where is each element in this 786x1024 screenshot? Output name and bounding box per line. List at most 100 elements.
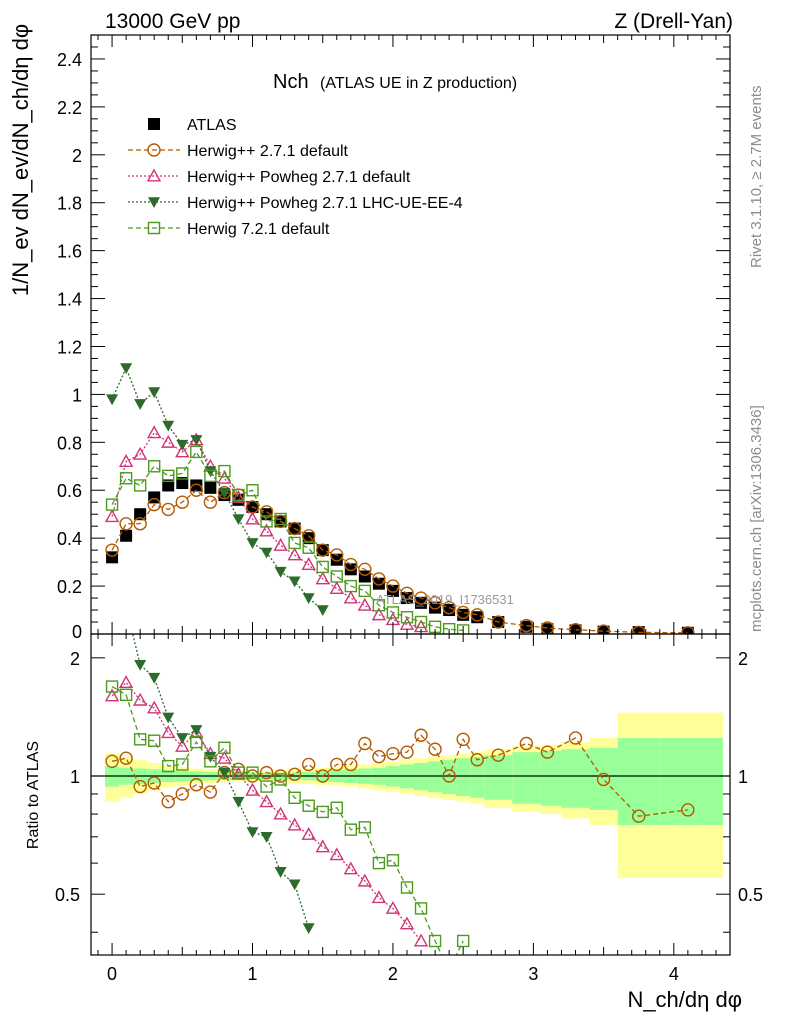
band-stat (617, 737, 660, 826)
data-point (386, 579, 400, 593)
ratio-point (330, 757, 344, 772)
series-line (111, 450, 464, 632)
ratio-point (288, 791, 301, 805)
data-point (274, 566, 287, 578)
data-point (344, 563, 357, 576)
ratio-y-tick-label-right: 2 (738, 649, 748, 669)
data-point (232, 488, 245, 502)
data-point (148, 491, 161, 504)
band-stat (484, 755, 513, 800)
ratio-point (302, 923, 315, 935)
data-point (204, 469, 217, 483)
data-point (358, 570, 371, 583)
legend-entry: Herwig++ 2.7.1 default (128, 143, 349, 160)
ratio-point (273, 806, 288, 820)
ratio-point (301, 826, 316, 840)
ratio-point (176, 733, 189, 744)
data-point (106, 551, 119, 564)
data-point (415, 596, 428, 609)
data-point (400, 611, 414, 624)
x-tick-label: 2 (388, 964, 398, 984)
legend-label: Herwig 7.2.1 default (187, 221, 330, 238)
data-point (162, 479, 175, 492)
ratio-point (386, 746, 400, 761)
ratio-point (162, 712, 175, 724)
ratio-point (428, 934, 442, 948)
ratio-point (176, 758, 189, 771)
series-1 (105, 483, 695, 634)
x-tick-label: 4 (669, 964, 679, 984)
data-point (259, 505, 274, 519)
data-point (288, 576, 301, 588)
ratio-point (119, 751, 133, 765)
legend-label: Herwig++ Powheg 2.7.1 LHC-UE-EE-4 (187, 195, 463, 212)
ratio-point (519, 736, 534, 751)
y-tick-label: 2.4 (57, 50, 82, 70)
data-point (442, 600, 456, 615)
ratio-series-line (111, 734, 688, 817)
data-point (329, 581, 344, 594)
data-point (520, 620, 533, 633)
data-point (105, 498, 119, 511)
ratio-point (204, 755, 217, 768)
data-point (357, 597, 373, 611)
legend: ATLAS Herwig++ 2.7.1 default Herwig++ Powh… (128, 117, 463, 238)
series-line (111, 431, 422, 628)
ratio-point (344, 823, 358, 836)
ratio-frame (90, 633, 731, 956)
ratio-point (287, 767, 302, 782)
ratio-point (358, 821, 372, 834)
data-point (302, 593, 315, 605)
ratio-point (456, 934, 470, 948)
data-point (204, 466, 217, 478)
band-stat (470, 756, 485, 798)
ratio-series-line (132, 634, 310, 929)
ratio-axes: 0 1 2 3 4 0.5 0.5 1 1 2 2 (55, 633, 763, 984)
legend-marker (148, 118, 160, 130)
ratio-point (147, 734, 161, 747)
data-point (246, 538, 259, 549)
ratio-point (329, 847, 344, 861)
ratio-series-0 (105, 728, 695, 823)
ratio-point (385, 900, 401, 914)
ratio-point (316, 805, 329, 819)
data-point (190, 435, 203, 446)
ratio-point (371, 890, 387, 904)
data-point (288, 536, 301, 550)
y-tick-label: 0.4 (57, 529, 82, 549)
data-point (132, 446, 148, 460)
data-point (372, 599, 386, 612)
data-point (386, 606, 400, 619)
band-stat (561, 749, 590, 808)
ratio-plot-marks (91, 634, 730, 955)
series-3 (106, 363, 329, 617)
data-point (217, 470, 232, 484)
ratio-point (301, 757, 316, 772)
ratio-point (330, 801, 343, 814)
legend-entry: Herwig 7.2.1 default (128, 221, 330, 238)
data-point (162, 469, 175, 483)
ratio-y-tick-label: 0.5 (55, 885, 80, 905)
x-axis-label: N_ch/dη dφ (627, 987, 742, 1012)
data-point (189, 483, 204, 497)
data-point (175, 495, 189, 509)
header-process: Z (Drell-Yan) (614, 10, 733, 33)
data-point (343, 590, 359, 604)
data-point (231, 489, 246, 503)
ratio-point (568, 731, 583, 745)
ratio-point (259, 794, 274, 808)
series-4 (105, 445, 470, 634)
ratio-point (119, 688, 133, 702)
legend-entry: Herwig++ Powheg 2.7.1 default (128, 168, 411, 186)
data-point (274, 512, 287, 526)
ratio-point (161, 795, 175, 809)
data-point (161, 434, 176, 448)
data-point (442, 623, 456, 634)
y-tick-label: 2.2 (57, 98, 82, 118)
ratio-point (414, 902, 428, 915)
ratio-point (274, 773, 287, 786)
data-point (120, 363, 133, 375)
data-point (176, 477, 189, 490)
ratio-point (175, 787, 189, 801)
